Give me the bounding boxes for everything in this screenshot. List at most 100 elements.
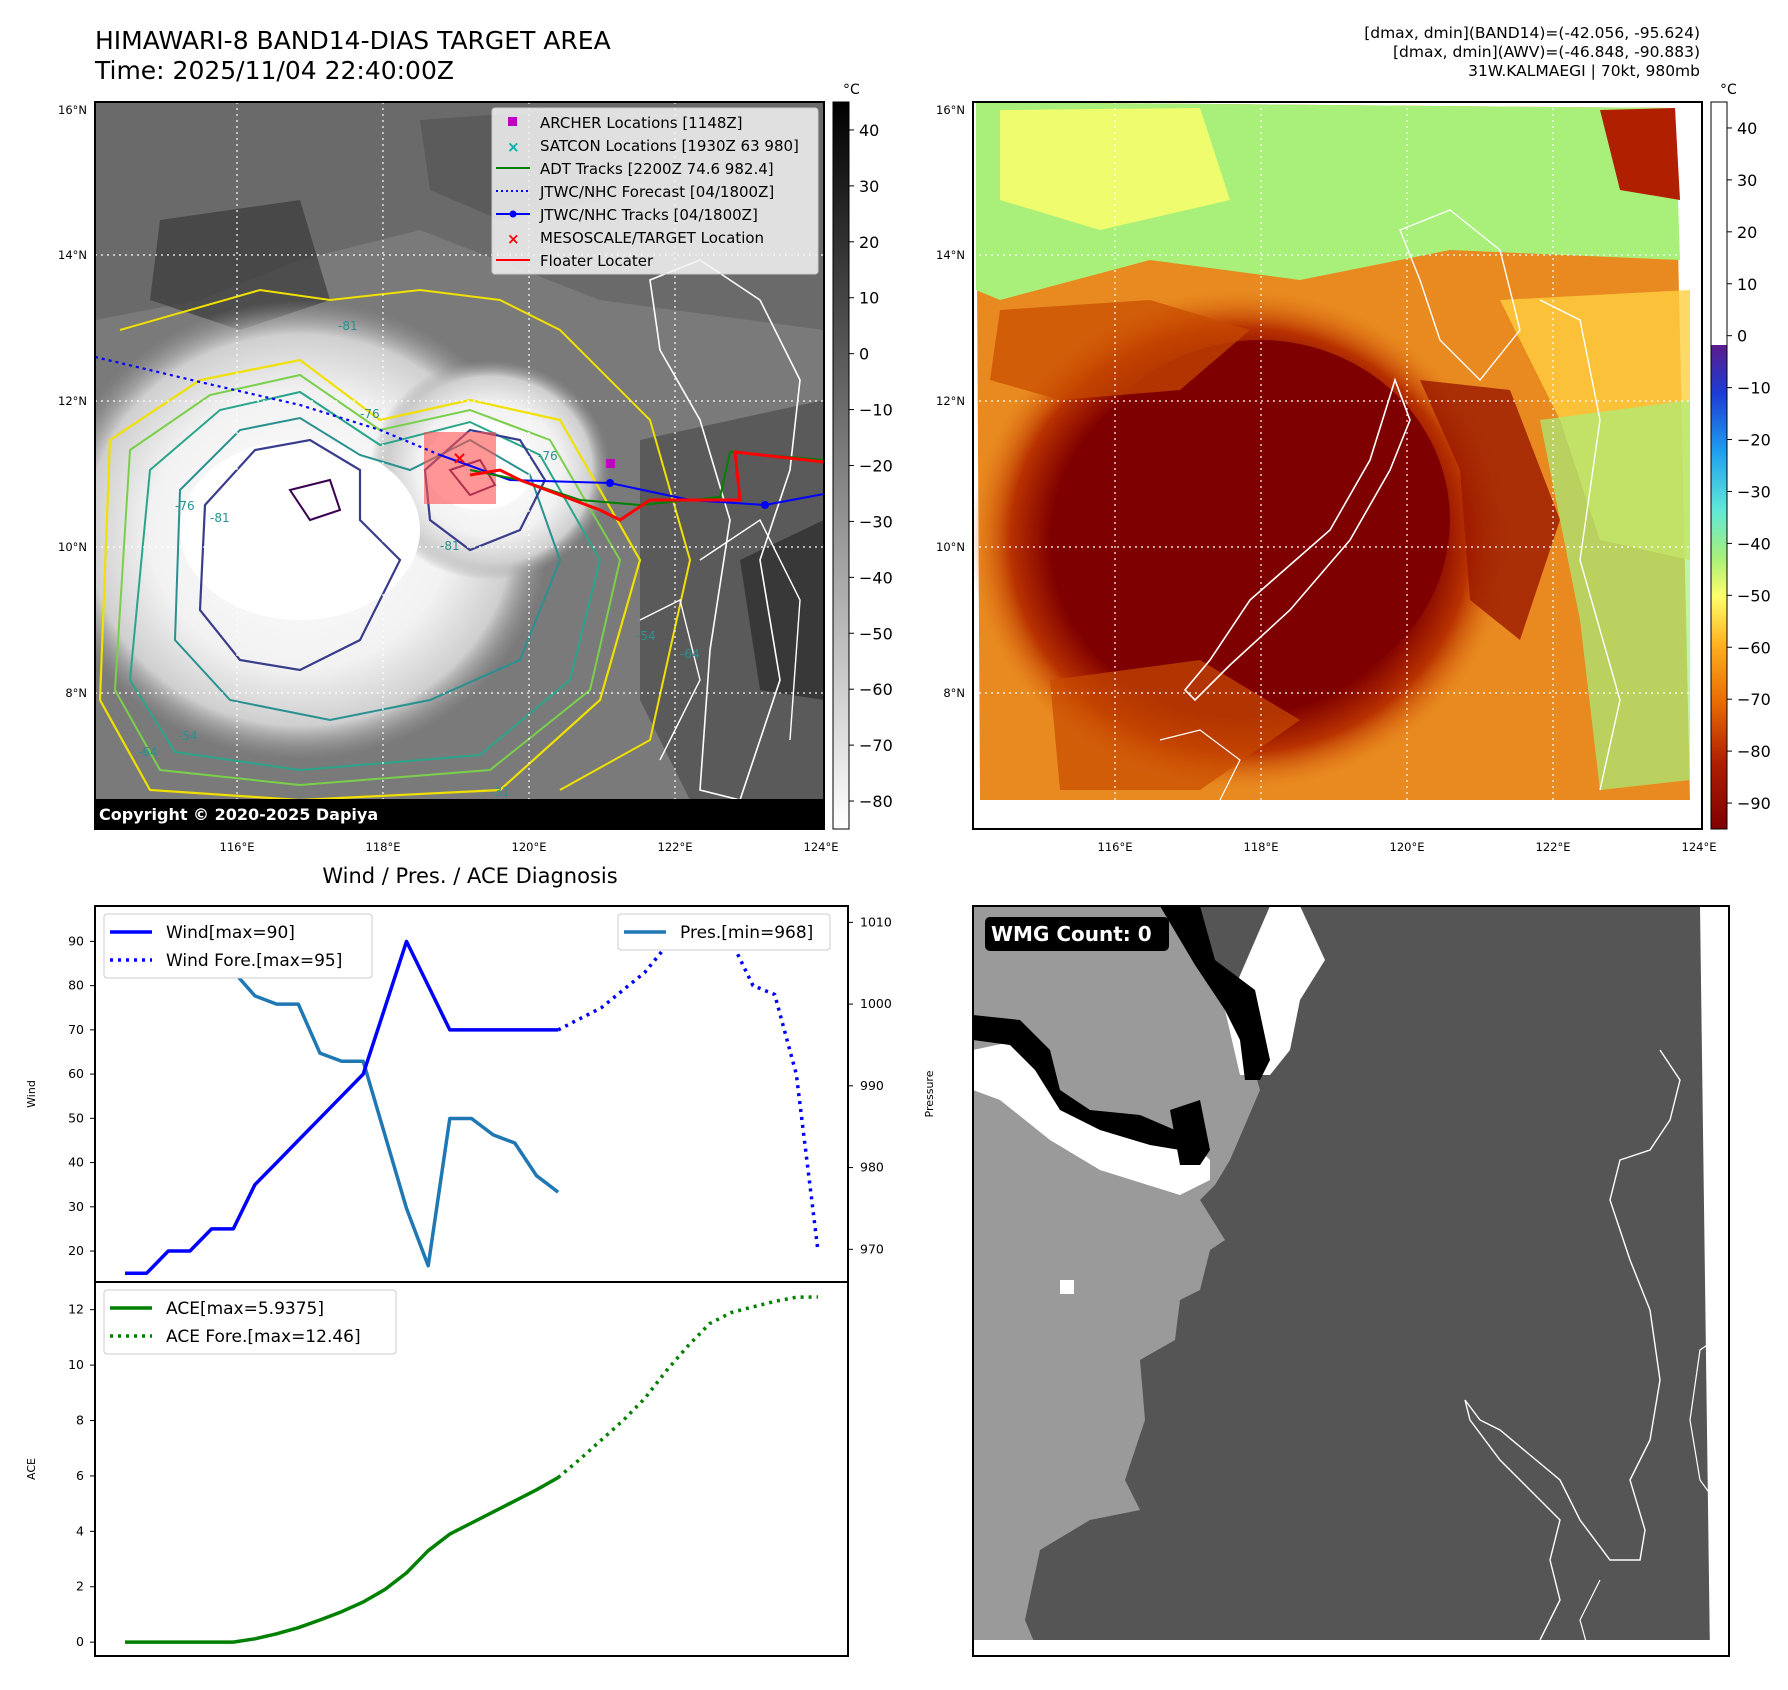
awv-colorbar-tick-label: −50 [1737,586,1771,605]
wmg-count-badge [985,917,1169,951]
band14-colorbar-tick-label: −70 [859,736,893,755]
wind-ytick-label: 30 [68,1199,84,1214]
legend-ace-forecast: ACE Fore.[max=12.46] [166,1327,361,1347]
wind-ytick-label: 20 [68,1243,84,1258]
pressure-ytick-label: 990 [860,1078,884,1093]
ace-axis-label: ACE [25,1458,38,1480]
wmg-count-label: WMG Count: 0 [991,922,1152,946]
awv-colorbar-tick-label: −30 [1737,482,1771,501]
awv-gridlines [973,102,1702,829]
pressure-ytick-label: 970 [860,1241,884,1256]
ace-chart: 0 2 4 6 8 10 12 ACE ACE[max=5.9375] ACE Fore.[… [25,1281,849,1657]
svg-text:-64: -64 [138,745,158,759]
wind-axis-label: Wind [25,1080,38,1108]
band14-colorbar-tick-label: −80 [859,792,893,811]
svg-text:16°N: 16°N [936,103,965,117]
band14-range-info: [dmax, dmin](BAND14)=(-42.056, -95.624) [1364,24,1700,42]
pressure-legend: Pres.[min=968] [617,913,831,951]
svg-text:°C: °C [1720,82,1737,98]
band14-lat-labels: 16°N 14°N 12°N 10°N 8°N [58,103,87,700]
band14-colorbar-tick-label: −40 [859,568,893,587]
band14-colorbar-tick-label: −60 [859,680,893,699]
svg-text:×: × [507,230,520,248]
svg-text:8°N: 8°N [943,686,965,700]
svg-text:118°E: 118°E [1244,840,1279,854]
ace-ytick-label: 2 [76,1579,84,1594]
svg-text:116°E: 116°E [1098,840,1133,854]
awv-range-info: [dmax, dmin](AWV)=(-46.848, -90.883) [1393,43,1700,61]
awv-colorbar: °C 40 30 20 10 0 −10 −20 −30 −40 −50 −60 −70 −80 −90 [1710,82,1771,830]
legend-satcon: SATCON Locations [1930Z 63 980] [540,137,799,155]
svg-text:×: × [507,138,520,156]
ace-ytick-label: 12 [68,1302,84,1317]
wind-legend: Wind[max=90] Wind Fore.[max=95] [103,913,373,979]
storm-info: 31W.KALMAEGI | 70kt, 980mb [1468,62,1700,80]
ace-ytick-label: 6 [76,1468,84,1483]
band14-map: × Copyright © 2020-2025 Dapiya -81 -81 -… [58,101,839,854]
svg-text:-76: -76 [538,449,558,463]
copyright-banner [95,799,824,829]
wind-ytick-label: 60 [68,1066,84,1081]
pressure-ytick-label: 1000 [860,996,892,1011]
awv-colorbar-tick-label: 20 [1737,223,1757,242]
svg-text:120°E: 120°E [512,840,547,854]
svg-text:122°E: 122°E [658,840,693,854]
svg-text:124°E: 124°E [804,840,839,854]
wmg-map: WMG Count: 0 [972,905,1730,1657]
ace-legend: ACE[max=5.9375] ACE Fore.[max=12.46] [103,1289,397,1355]
svg-text:10°N: 10°N [936,540,965,554]
awv-colorbar-tick-label: −90 [1737,794,1771,813]
svg-text:14°N: 14°N [58,248,87,262]
awv-colorbar-tick-label: 0 [1737,327,1747,346]
ace-ytick-label: 10 [68,1357,84,1372]
ace-ytick-label: 4 [76,1523,84,1538]
copyright-text: Copyright © 2020-2025 Dapiya [99,805,378,824]
diagnosis-title: Wind / Pres. / ACE Diagnosis [322,864,617,888]
legend-wind-forecast: Wind Fore.[max=95] [166,951,342,971]
coastline [1183,377,1411,702]
awv-colorbar-tick-label: 40 [1737,119,1757,138]
ace-line [125,1476,559,1644]
floater-box [424,432,496,504]
svg-text:-81: -81 [338,319,358,333]
legend-floater: Floater Locater [540,252,654,270]
awv-lat-labels: 16°N 14°N 12°N 10°N 8°N [936,103,965,700]
legend-jtwc-tracks: JTWC/NHC Tracks [04/1800Z] [539,206,758,224]
svg-text:124°E: 124°E [1682,840,1717,854]
band14-colorbar-tick-label: 30 [859,177,879,196]
svg-text:°C: °C [843,82,860,98]
floater-locater-track [469,450,824,522]
band14-colorbar-tick-label: −10 [859,401,893,420]
band14-map-frame [94,101,825,830]
awv-colorbar-tick-label: −70 [1737,690,1771,709]
contour-labels: -81 -81 -81 -76 -76 -76 -64 -64 -54 -54 … [138,319,700,799]
svg-text:122°E: 122°E [1536,840,1571,854]
legend-ace: ACE[max=5.9375] [166,1299,324,1319]
awv-map-frame [972,101,1703,830]
band14-colorbar-tick-label: −20 [859,457,893,476]
awv-colorbar-tick-label: −80 [1737,742,1771,761]
wind-line [125,939,559,1275]
svg-text:10°N: 10°N [58,540,87,554]
legend-adt: ADT Tracks [2200Z 74.6 982.4] [540,160,774,178]
svg-text:120°E: 120°E [1390,840,1425,854]
pressure-ytick-label: 980 [860,1160,884,1175]
band14-colorbar-tick-label: −50 [859,624,893,643]
svg-text:-81: -81 [440,539,460,553]
svg-text:14°N: 14°N [936,248,965,262]
figure-title: HIMAWARI-8 BAND14-DIAS TARGET AREA [95,26,611,55]
wind-ytick-label: 50 [68,1110,84,1125]
band14-colorbar-tick-label: −30 [859,512,893,531]
wind-ytick-label: 90 [68,933,84,948]
band14-colorbar-tick-label: 10 [859,289,879,308]
svg-text:-81: -81 [210,511,230,525]
svg-text:-76: -76 [360,407,380,421]
svg-text:118°E: 118°E [366,840,401,854]
wind-ytick-label: 70 [68,1022,84,1037]
band14-colorbar-tick-label: 0 [859,345,869,364]
svg-text:12°N: 12°N [58,394,87,408]
wind-ytick-label: 40 [68,1155,84,1170]
awv-map: 16°N 14°N 12°N 10°N 8°N 116°E 118°E 120°… [936,101,1717,854]
svg-text:8°N: 8°N [65,686,87,700]
